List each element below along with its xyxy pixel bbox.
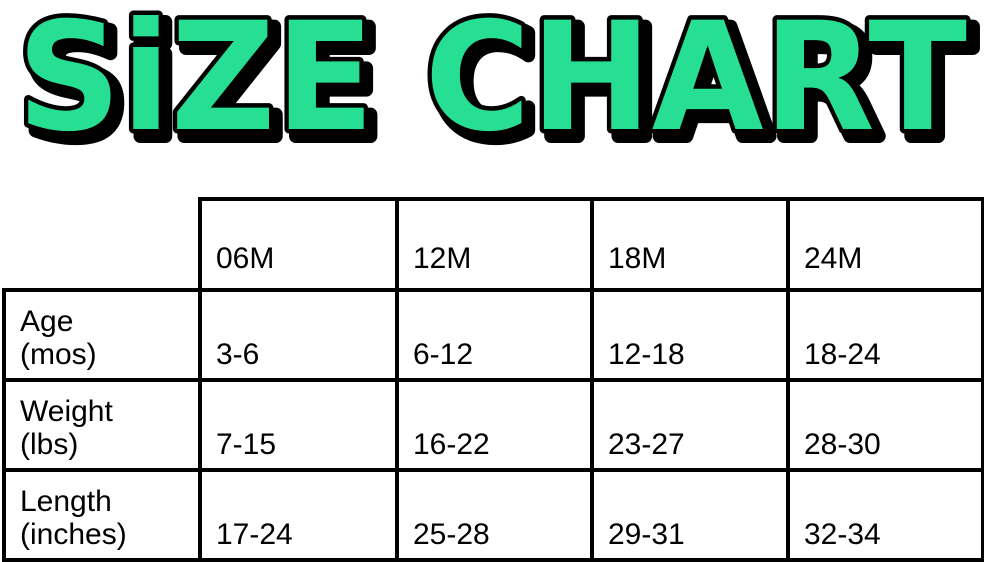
page-title: SiZE CHART SiZE CHART xyxy=(0,0,984,179)
title-text: SiZE CHART xyxy=(17,0,967,165)
row-label-line2: (inches) xyxy=(20,518,127,551)
cell-value: 3-6 xyxy=(198,288,399,382)
cell-value: 16-22 xyxy=(395,378,594,472)
cell-value: 32-34 xyxy=(786,468,984,562)
column-header-18m: 18M xyxy=(590,197,790,292)
table-row-length: Length (inches) 17-24 25-28 29-31 32-34 xyxy=(2,468,984,562)
title-shadow-text: SiZE CHART xyxy=(24,0,974,170)
row-label-line2: (mos) xyxy=(20,338,97,371)
cell-value: 17-24 xyxy=(198,468,399,562)
column-header-24m: 24M xyxy=(786,197,984,292)
row-label-line2: (lbs) xyxy=(20,428,79,461)
cell-value: 25-28 xyxy=(395,468,594,562)
row-label-line1: Age xyxy=(20,305,74,338)
size-chart-table: 06M 12M 18M 24M Age (mos) 3-6 6-12 12-18… xyxy=(2,197,984,562)
table-row-weight: Weight (lbs) 7-15 16-22 23-27 28-30 xyxy=(2,378,984,472)
column-header-06m: 06M xyxy=(198,197,399,292)
row-label-line1: Length xyxy=(20,485,112,518)
cell-value: 12-18 xyxy=(590,288,790,382)
row-label-line1: Weight xyxy=(20,395,113,428)
table-row-age: Age (mos) 3-6 6-12 12-18 18-24 xyxy=(2,288,984,382)
column-header-12m: 12M xyxy=(395,197,594,292)
row-label-weight: Weight (lbs) xyxy=(2,378,202,472)
cell-value: 7-15 xyxy=(198,378,399,472)
cell-value: 23-27 xyxy=(590,378,790,472)
header-row: 06M 12M 18M 24M xyxy=(4,197,984,292)
cell-value: 6-12 xyxy=(395,288,594,382)
row-label-age: Age (mos) xyxy=(2,288,202,382)
cell-value: 28-30 xyxy=(786,378,984,472)
cell-value: 29-31 xyxy=(590,468,790,562)
corner-cell xyxy=(4,199,200,290)
row-label-length: Length (inches) xyxy=(2,468,202,562)
title-graphic: SiZE CHART SiZE CHART xyxy=(13,0,982,179)
cell-value: 18-24 xyxy=(786,288,984,382)
